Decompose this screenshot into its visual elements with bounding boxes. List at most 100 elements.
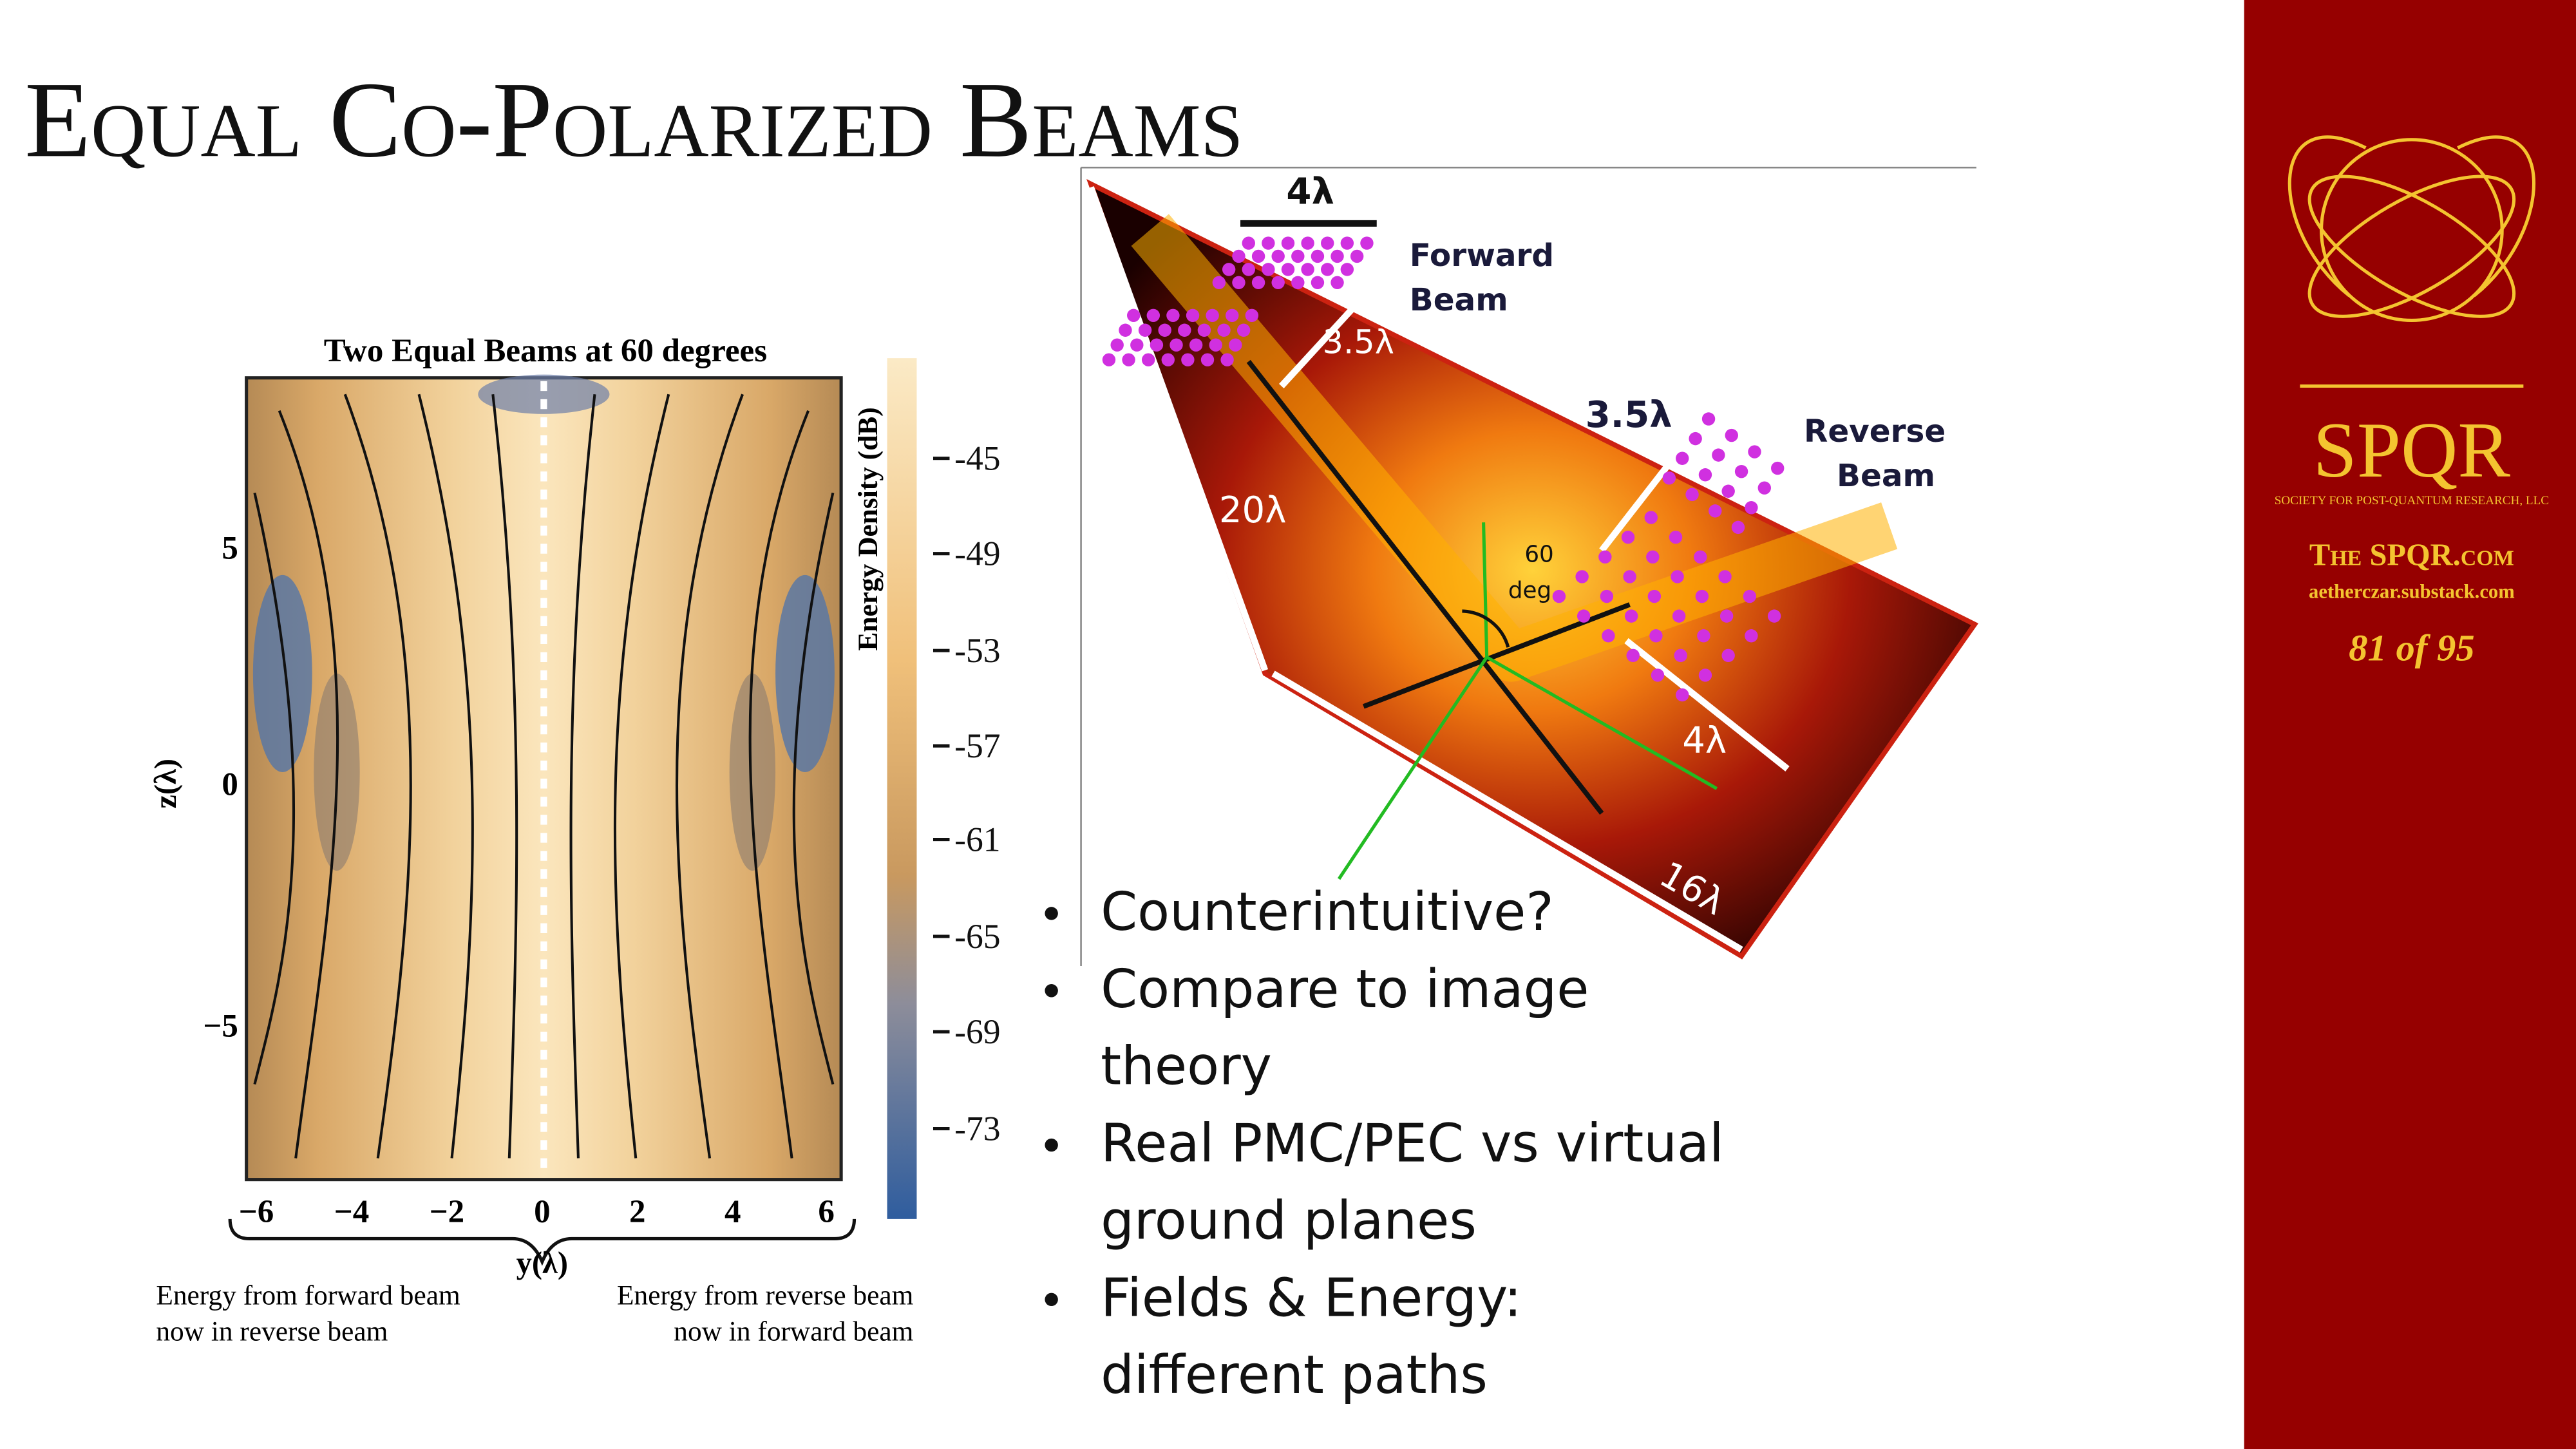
array-element — [1340, 236, 1354, 250]
array-element — [1685, 488, 1699, 502]
logo — [2287, 135, 2535, 388]
array-element — [1181, 353, 1195, 366]
array-element — [1161, 353, 1175, 366]
low-lobe — [775, 574, 835, 772]
array-element — [1226, 308, 1239, 322]
array-element — [1220, 353, 1234, 366]
array-element — [1721, 484, 1735, 498]
array-element — [1229, 338, 1242, 352]
array-element — [1767, 609, 1781, 623]
array-element — [1200, 353, 1215, 366]
page-number: 81 of 95 — [2349, 627, 2475, 669]
array-element — [1232, 249, 1245, 263]
array-element — [1725, 428, 1738, 442]
bullet-text: Compare to image — [1101, 959, 1589, 1020]
bullet-dot — [1045, 1293, 1058, 1307]
array-element — [1281, 236, 1295, 250]
array-element — [1718, 570, 1732, 583]
colorbar-label: Energy Density (dB) — [853, 407, 884, 650]
x-axis-label: y(λ) — [516, 1246, 568, 1280]
beam-band — [1131, 214, 1898, 682]
array-element — [1647, 589, 1662, 603]
array-element — [1262, 236, 1275, 250]
diagram-label: 20λ — [1219, 489, 1287, 531]
x-tick-label: −4 — [334, 1194, 370, 1230]
array-element — [1122, 353, 1135, 366]
angle-arc — [1462, 609, 1510, 648]
bullet-text: Real PMC/PEC vs virtual — [1101, 1113, 1724, 1175]
array-element — [1119, 323, 1132, 337]
array-element — [1350, 249, 1364, 263]
diagram-label: 60 — [1524, 541, 1553, 567]
array-element — [1649, 629, 1663, 643]
contour-plot — [228, 358, 917, 1266]
array-element — [1598, 550, 1612, 564]
array-element — [1138, 323, 1152, 337]
array-element — [1721, 649, 1735, 663]
array-element — [1697, 629, 1710, 643]
array-element — [1186, 308, 1200, 322]
array-element — [1291, 249, 1305, 263]
diagram-label: 3.5λ — [1586, 394, 1672, 436]
array-element — [1676, 451, 1689, 465]
bullet-text: Counterintuitive? — [1101, 882, 1554, 943]
array-element — [1311, 249, 1325, 263]
array-element — [1757, 481, 1771, 495]
bullet-text: ground planes — [1101, 1190, 1477, 1251]
array-element — [1624, 609, 1638, 623]
diagram-label: Beam — [1837, 458, 1935, 494]
array-element — [1331, 276, 1344, 289]
bullet-text: Fields & Energy: — [1101, 1267, 1522, 1329]
array-element — [1671, 570, 1684, 583]
array-element — [1771, 461, 1785, 475]
array-element — [1672, 609, 1686, 623]
array-element — [1242, 263, 1255, 276]
array-element — [1166, 308, 1180, 322]
beam-diagram — [1080, 166, 1979, 966]
array-element — [1734, 464, 1748, 478]
array-element — [1321, 263, 1334, 276]
x-tick-label: −2 — [430, 1194, 465, 1230]
diagram-label: Beam — [1410, 282, 1508, 318]
array-element — [1575, 570, 1589, 583]
array-element — [1251, 276, 1265, 289]
slide-title: Equal Co-Polarized Beams — [24, 60, 1243, 180]
array-element — [1360, 236, 1374, 250]
array-element — [1745, 501, 1758, 515]
site-name: The SPQR.com — [2309, 538, 2514, 573]
array-element — [1743, 589, 1757, 603]
array-element — [1709, 504, 1722, 518]
colorbar-tick-label: -53 — [954, 631, 1000, 670]
plot-title: Two Equal Beams at 60 degrees — [324, 333, 767, 369]
array-element — [1719, 609, 1734, 623]
array-element — [1212, 276, 1226, 289]
array-element — [1110, 338, 1124, 352]
array-element — [1602, 629, 1615, 643]
y-tick-label: −5 — [203, 1009, 238, 1045]
x-tick-label: −6 — [239, 1194, 274, 1230]
array-element — [1209, 338, 1222, 352]
array-element — [1178, 323, 1191, 337]
array-element — [1206, 308, 1219, 322]
array-element — [1158, 323, 1171, 337]
array-element — [1245, 308, 1259, 322]
diagram-label: 4λ — [1286, 171, 1334, 213]
array-element — [1102, 353, 1116, 366]
caption: Energy from reverse beam — [617, 1280, 914, 1311]
array-element — [1646, 550, 1660, 564]
diagram-label: Forward — [1410, 238, 1554, 274]
array-element — [1698, 468, 1712, 482]
array-element — [1170, 338, 1183, 352]
array-elements — [1102, 236, 1785, 702]
array-element — [1281, 263, 1295, 276]
array-element — [1621, 530, 1635, 544]
brace — [228, 1218, 857, 1266]
array-element — [1222, 263, 1236, 276]
society-name: SOCIETY FOR POST-QUANTUM RESEARCH, LLC — [2275, 494, 2549, 507]
colorbar-tick-label: -69 — [954, 1012, 1000, 1051]
array-element — [1577, 609, 1591, 623]
caption: now in forward beam — [674, 1316, 913, 1347]
array-element — [1197, 323, 1211, 337]
